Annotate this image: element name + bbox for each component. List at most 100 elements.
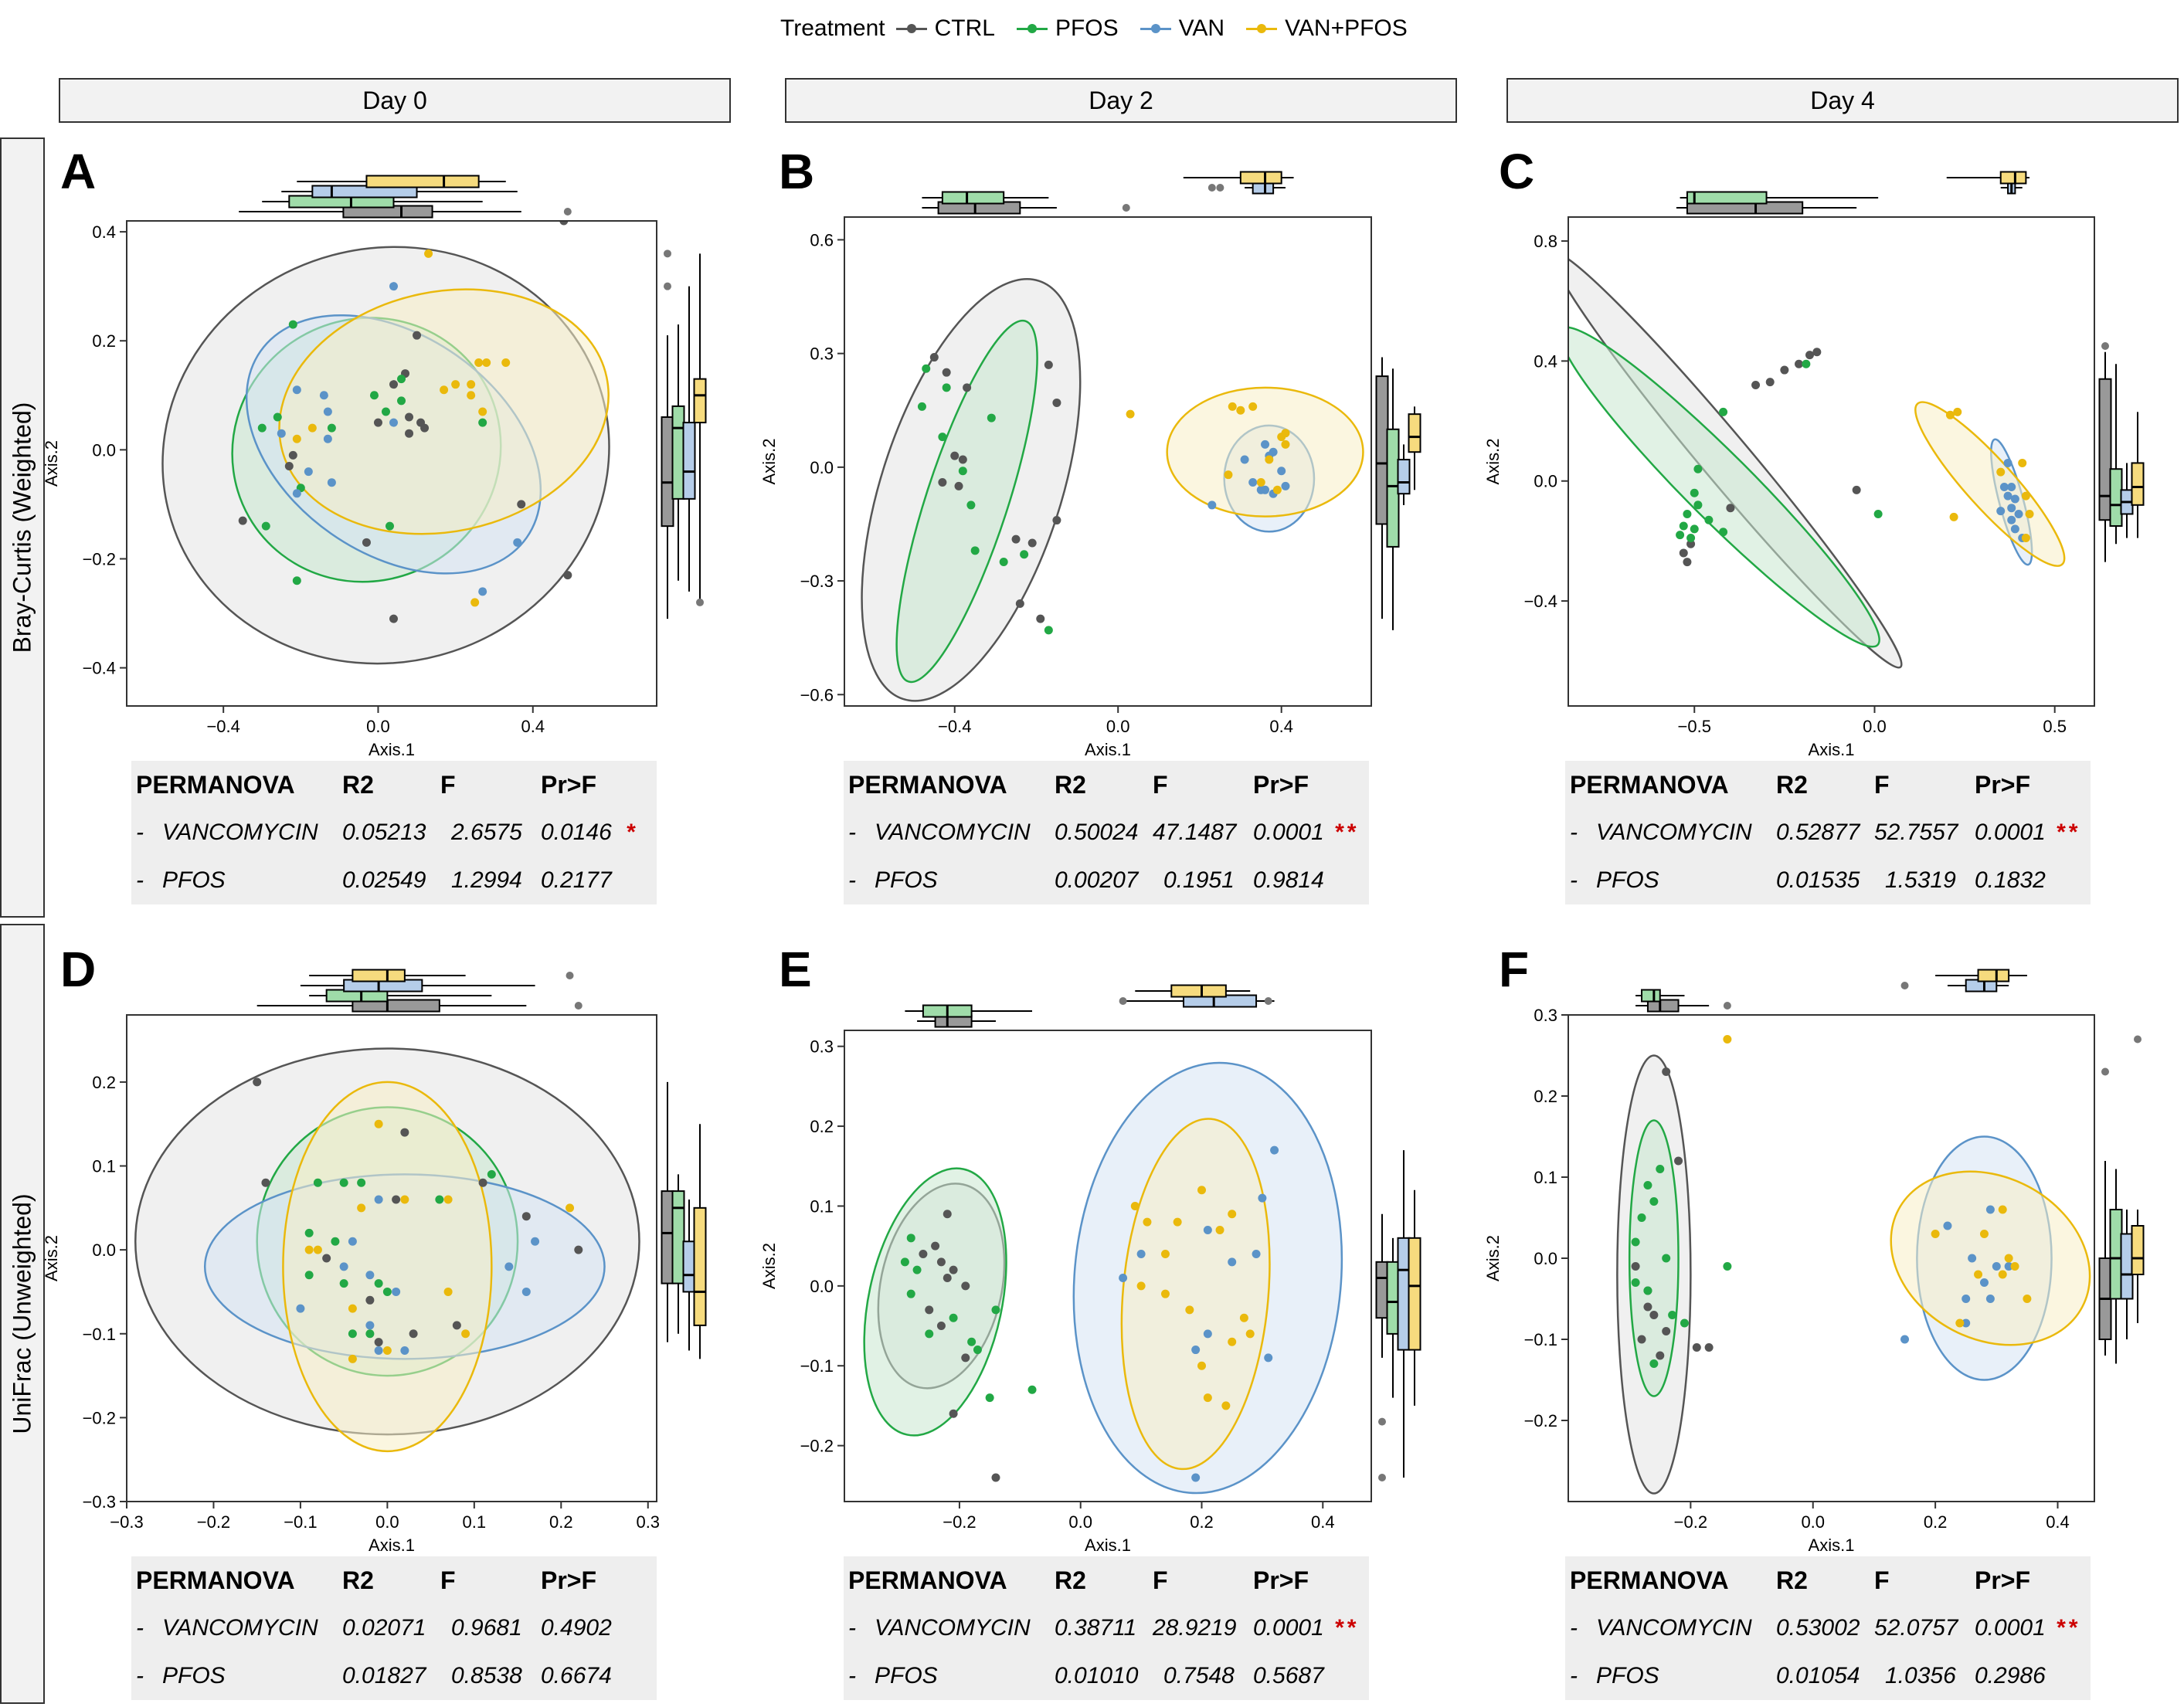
data-point-ctrl xyxy=(1726,504,1735,513)
data-point-vanpfos xyxy=(1974,1270,1983,1279)
data-point-vanpfos xyxy=(1953,407,1962,416)
data-point-vanpfos xyxy=(1265,455,1274,464)
top-boxplot-vanpfos xyxy=(309,969,574,982)
permanova-p: 0.5687 xyxy=(1253,1663,1324,1688)
data-point-vanpfos xyxy=(461,1329,470,1339)
y-axis-title: Axis.2 xyxy=(42,440,61,487)
data-point-van xyxy=(389,282,399,291)
data-point-vanpfos xyxy=(1248,402,1258,411)
data-point-vanpfos xyxy=(566,1203,575,1213)
data-point-van xyxy=(2014,509,2023,518)
data-point-pfos xyxy=(1690,524,1699,534)
data-point-pfos xyxy=(1690,488,1699,497)
permanova-p: 0.9814 xyxy=(1253,867,1324,893)
data-point-van xyxy=(1900,1335,1910,1344)
data-point-pfos xyxy=(261,521,270,531)
data-point-ctrl xyxy=(950,451,960,460)
data-point-vanpfos xyxy=(1955,1318,1965,1328)
permanova-p: 0.0001 xyxy=(1975,1615,2046,1641)
permanova-f: 0.1951 xyxy=(1163,867,1235,893)
data-point-vanpfos xyxy=(2023,1295,2032,1303)
data-point-vanpfos xyxy=(1245,1329,1255,1339)
data-point-ctrl xyxy=(452,1321,461,1330)
data-point-pfos xyxy=(1656,1165,1665,1173)
chart-panel-c: −0.5 0.0 0.5 −0.4 0.0 0.4 0.8 Axis.1 Axis.2 xyxy=(1483,171,2145,759)
data-point-pfos xyxy=(1637,1213,1646,1222)
data-point-vanpfos xyxy=(1136,1281,1146,1291)
boxplot-outlier xyxy=(1207,184,1216,192)
data-point-vanpfos xyxy=(313,1245,322,1254)
data-point-ctrl xyxy=(400,1128,409,1137)
permanova-dash: - xyxy=(848,820,856,845)
legend-title: Treatment xyxy=(780,15,885,41)
data-point-vanpfos xyxy=(440,385,449,395)
data-point-ctrl xyxy=(521,1212,531,1221)
data-point-van xyxy=(1269,447,1278,456)
x-tick-label: 0.5 xyxy=(2043,717,2067,736)
data-point-pfos xyxy=(313,1178,322,1187)
plot-area xyxy=(161,221,610,665)
data-point-vanpfos xyxy=(1126,409,1135,419)
data-point-ctrl xyxy=(949,1409,958,1418)
data-point-van xyxy=(1256,485,1265,494)
data-point-pfos xyxy=(257,423,267,433)
top-boxplot-vanpfos xyxy=(1183,171,1294,185)
data-point-pfos xyxy=(1643,1181,1652,1189)
y-tick-label: 0.0 xyxy=(92,440,116,460)
x-axis-title: Axis.1 xyxy=(1809,740,1855,759)
permanova-table-e: PERMANOVA R2 F Pr>F - VANCOMYCIN 0.38711… xyxy=(844,1556,1369,1700)
boxplot-box xyxy=(2131,462,2145,506)
data-point-vanpfos xyxy=(424,249,433,258)
data-point-pfos xyxy=(985,1393,994,1403)
boxplot-box xyxy=(1977,969,2010,982)
permanova-term: VANCOMYCIN xyxy=(875,1615,1031,1641)
permanova-p: 0.1832 xyxy=(1975,867,2046,893)
permanova-r2: 0.38711 xyxy=(1055,1615,1137,1641)
plot-frame xyxy=(126,1014,657,1502)
data-point-van xyxy=(365,1271,375,1280)
x-tick-label: −0.2 xyxy=(1674,1512,1707,1532)
data-point-van xyxy=(374,1195,383,1204)
y-axis-title: Axis.2 xyxy=(42,1235,61,1281)
data-point-pfos xyxy=(331,1237,340,1246)
plot-area xyxy=(134,1047,640,1453)
chart-panel-a: −0.4 0.0 0.4 −0.4 −0.2 0.0 0.2 0.4 Axis.1 Axis.2 xyxy=(42,175,707,759)
data-point-van xyxy=(2007,483,2016,492)
y-tick-label: −0.6 xyxy=(800,685,834,704)
row-strip-unifrac: UniFrac (Unweighted) xyxy=(0,924,45,1704)
permanova-f: 0.7548 xyxy=(1163,1663,1235,1688)
data-point-pfos xyxy=(1662,1254,1671,1263)
data-point-pfos xyxy=(273,412,282,422)
confidence-ellipse-pfos xyxy=(1628,1119,1680,1397)
y-tick-label: −0.2 xyxy=(800,1437,834,1456)
permanova-header-p: Pr>F xyxy=(1253,1566,1309,1594)
data-point-van xyxy=(521,1287,531,1296)
data-point-ctrl xyxy=(991,1473,1000,1482)
permanova-f: 1.0356 xyxy=(1885,1663,1956,1688)
confidence-ellipse-pfos xyxy=(1568,326,1880,648)
x-tick-label: −0.4 xyxy=(206,717,239,736)
data-point-pfos xyxy=(1719,528,1728,537)
y-tick-label: −0.3 xyxy=(800,572,834,591)
data-point-ctrl xyxy=(936,1257,946,1267)
y-tick-label: −0.4 xyxy=(1524,592,1557,611)
chart-panel-b: −0.4 0.0 0.4 −0.6 −0.3 0.0 0.3 0.6 Axis.1 Axis.2 xyxy=(759,171,1421,759)
data-point-ctrl xyxy=(1044,360,1053,369)
x-tick-label: −0.1 xyxy=(284,1512,317,1532)
data-point-pfos xyxy=(949,1313,958,1322)
boxplot-box xyxy=(2109,468,2123,527)
permanova-dash: - xyxy=(1570,820,1578,845)
row-strip-unifrac-label: UniFrac (Unweighted) xyxy=(8,1193,36,1434)
data-point-pfos xyxy=(288,320,297,329)
data-point-ctrl xyxy=(1704,1343,1714,1352)
boxplot-box xyxy=(671,1190,685,1284)
data-point-ctrl xyxy=(413,331,422,340)
data-point-pfos xyxy=(478,418,487,427)
permanova-row-pfos: - PFOS 0.01827 0.8538 0.6674 xyxy=(131,1652,657,1700)
legend-key-van xyxy=(1140,21,1171,36)
y-tick-label: 0.0 xyxy=(810,1277,834,1296)
x-tick-label: 0.3 xyxy=(636,1512,660,1532)
boxplot-box xyxy=(1999,171,2027,185)
data-point-vanpfos xyxy=(1215,1225,1224,1234)
side-boxplot-ctrl xyxy=(2098,1067,2112,1356)
